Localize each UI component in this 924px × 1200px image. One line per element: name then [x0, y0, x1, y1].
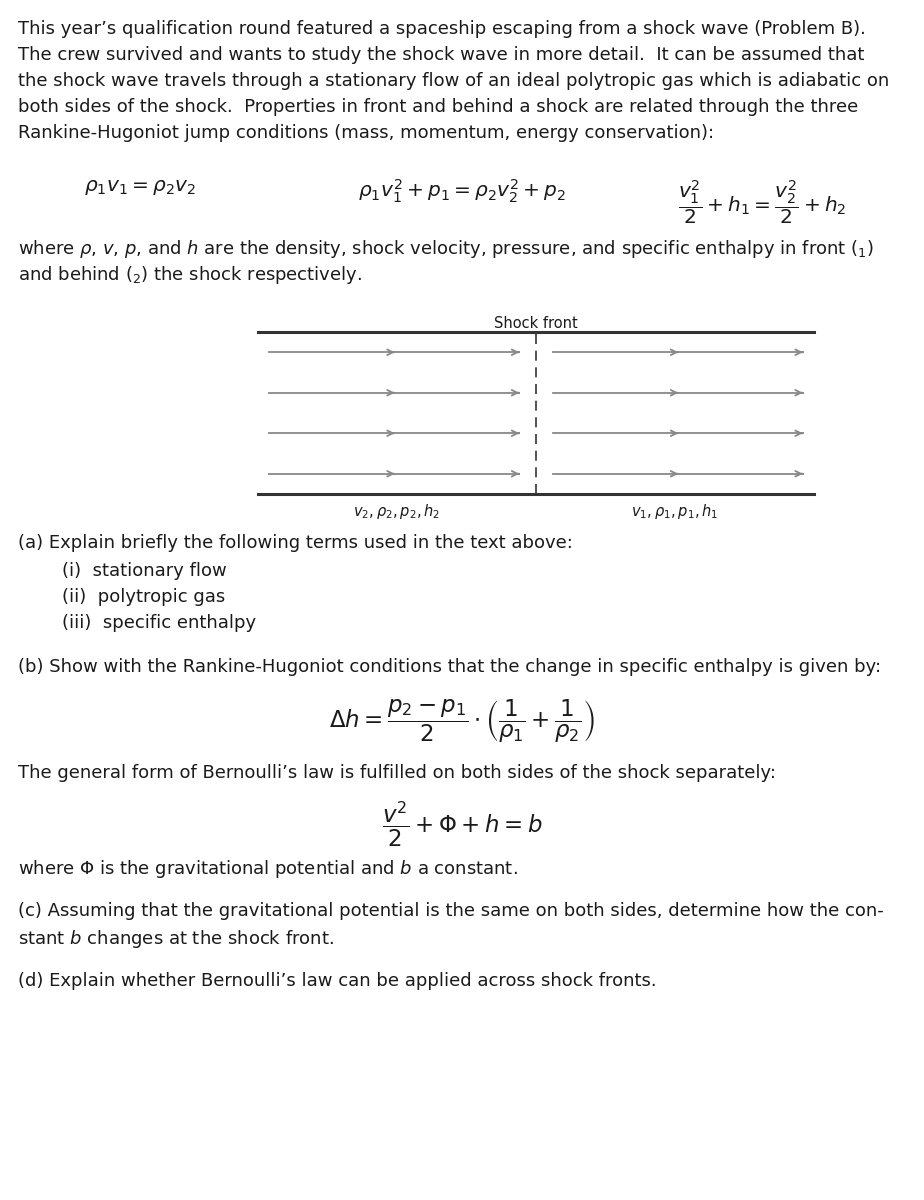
- Text: This year’s qualification round featured a spaceship escaping from a shock wave : This year’s qualification round featured…: [18, 20, 866, 38]
- Text: Shock front: Shock front: [494, 316, 578, 331]
- Text: stant $b$ changes at the shock front.: stant $b$ changes at the shock front.: [18, 928, 334, 950]
- Text: $\dfrac{v^2}{2} + \Phi + h = b$: $\dfrac{v^2}{2} + \Phi + h = b$: [382, 800, 542, 850]
- Text: (a) Explain briefly the following terms used in the text above:: (a) Explain briefly the following terms …: [18, 534, 573, 552]
- Text: both sides of the shock.  Properties in front and behind a shock are related thr: both sides of the shock. Properties in f…: [18, 98, 858, 116]
- Text: (c) Assuming that the gravitational potential is the same on both sides, determi: (c) Assuming that the gravitational pote…: [18, 902, 883, 920]
- Text: The general form of Bernoulli’s law is fulfilled on both sides of the shock sepa: The general form of Bernoulli’s law is f…: [18, 764, 776, 782]
- Text: where $\rho$, $v$, $p$, and $h$ are the density, shock velocity, pressure, and s: where $\rho$, $v$, $p$, and $h$ are the …: [18, 238, 874, 260]
- Text: $v_1, \rho_1, p_1, h_1$: $v_1, \rho_1, p_1, h_1$: [631, 502, 719, 521]
- Text: $\dfrac{v_1^2}{2} + h_1 = \dfrac{v_2^2}{2} + h_2$: $\dfrac{v_1^2}{2} + h_1 = \dfrac{v_2^2}{…: [678, 178, 846, 226]
- Text: (ii)  polytropic gas: (ii) polytropic gas: [62, 588, 225, 606]
- Text: Rankine-Hugoniot jump conditions (mass, momentum, energy conservation):: Rankine-Hugoniot jump conditions (mass, …: [18, 124, 714, 142]
- Text: The crew survived and wants to study the shock wave in more detail.  It can be a: The crew survived and wants to study the…: [18, 46, 864, 64]
- Text: (d) Explain whether Bernoulli’s law can be applied across shock fronts.: (d) Explain whether Bernoulli’s law can …: [18, 972, 657, 990]
- Text: $v_2, \rho_2, p_2, h_2$: $v_2, \rho_2, p_2, h_2$: [353, 502, 441, 521]
- Text: (i)  stationary flow: (i) stationary flow: [62, 562, 226, 580]
- Text: where $\Phi$ is the gravitational potential and $b$ a constant.: where $\Phi$ is the gravitational potent…: [18, 858, 517, 880]
- Text: $\rho_1 v_1 = \rho_2 v_2$: $\rho_1 v_1 = \rho_2 v_2$: [84, 178, 196, 197]
- Text: the shock wave travels through a stationary flow of an ideal polytropic gas whic: the shock wave travels through a station…: [18, 72, 889, 90]
- Text: (iii)  specific enthalpy: (iii) specific enthalpy: [62, 614, 256, 632]
- Text: and behind ($_{2}$) the shock respectively.: and behind ($_{2}$) the shock respective…: [18, 264, 362, 286]
- Text: $\rho_1 v_1^2 + p_1 = \rho_2 v_2^2 + p_2$: $\rho_1 v_1^2 + p_1 = \rho_2 v_2^2 + p_2…: [359, 178, 565, 205]
- Text: (b) Show with the Rankine-Hugoniot conditions that the change in specific enthal: (b) Show with the Rankine-Hugoniot condi…: [18, 658, 881, 676]
- Text: $\Delta h = \dfrac{p_2 - p_1}{2} \cdot \left(\dfrac{1}{\rho_1} + \dfrac{1}{\rho_: $\Delta h = \dfrac{p_2 - p_1}{2} \cdot \…: [329, 698, 595, 745]
